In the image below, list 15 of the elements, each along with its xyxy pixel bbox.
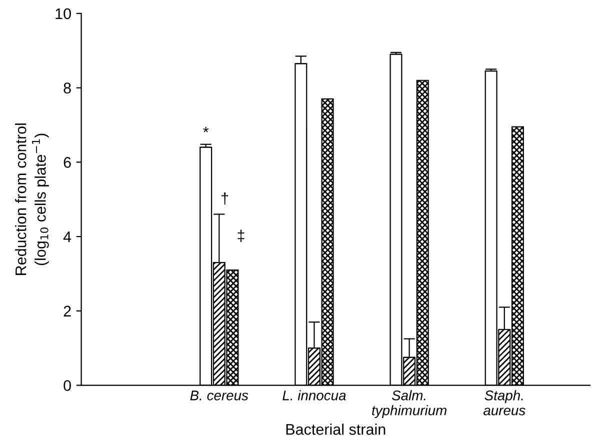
y-tick-label: 10 [56,8,71,20]
y-axis-title: Reduction from control (log$_{10}$ cells plate$^{−1}$) [15,124,49,275]
x-tick-label: B. cereus [190,390,248,400]
x-tick-label: L. innocua [282,390,346,400]
y-tick-label: 4 [63,232,72,242]
annotation: * [203,126,209,132]
x-tick-label: Staph. aureus [483,390,526,416]
annotation: † [222,192,228,205]
y-tick-label: 0 [64,380,71,391]
x-tick-label: Salm. typhimurium [372,390,446,418]
annotation: ‡ [238,230,244,242]
x-axis-title: Bacterial strain [286,424,386,435]
y-tick-label: 2 [64,306,71,316]
y-tick-label: 6 [64,157,71,168]
y-tick-label: 8 [64,82,71,94]
